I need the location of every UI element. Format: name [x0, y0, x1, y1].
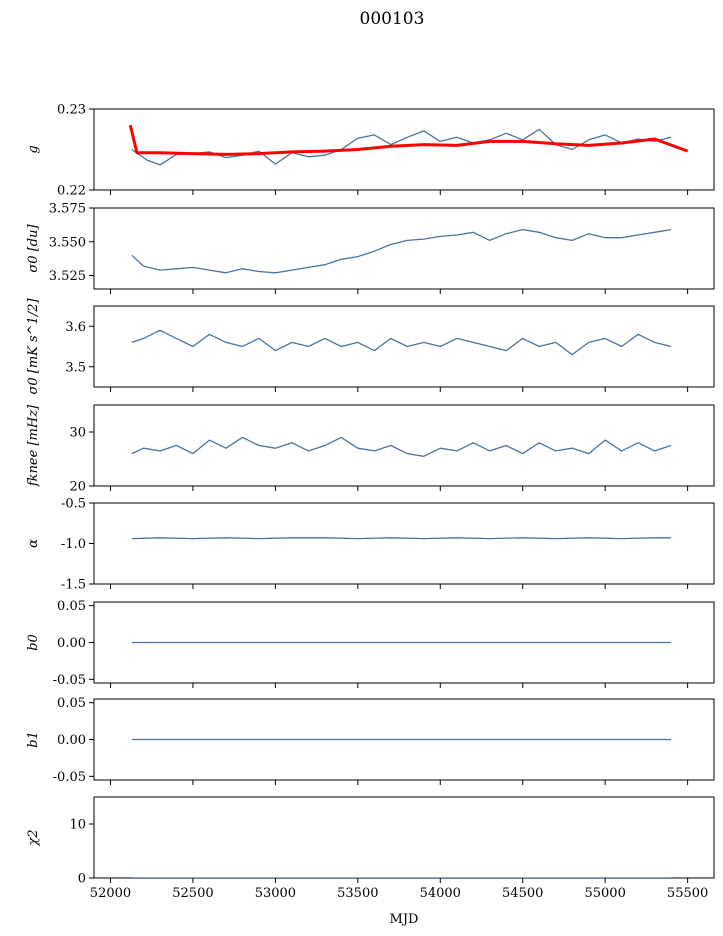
y-tick-label: 0.05	[57, 696, 86, 711]
y-tick-label: -0.05	[53, 770, 86, 785]
series-line	[131, 228, 672, 274]
x-tick-label: 55000	[584, 886, 625, 901]
series-line	[131, 436, 672, 457]
plot-frame	[93, 796, 715, 879]
x-tick-label: 53500	[337, 886, 378, 901]
panel-b1: -0.05 0.00 0.05 b1	[26, 696, 715, 785]
y-axis-label: g	[26, 145, 41, 153]
y-tick-label: 3.5	[65, 360, 86, 375]
x-tick-label: 54000	[420, 886, 461, 901]
y-axis-label: α	[26, 539, 41, 548]
y-tick-label: 3.525	[49, 269, 86, 284]
y-tick-label: 3.6	[65, 320, 86, 335]
y-tick-label: -0.05	[53, 673, 86, 688]
y-tick-label: -0.5	[61, 497, 86, 512]
y-tick-label: 10	[69, 818, 86, 833]
panel-sigma0-mks: 3.5 3.6 σ0 [mK s^1/2]	[26, 298, 715, 395]
series-line	[131, 329, 672, 356]
panel-alpha: -1.5 -1.0 -0.5 α	[26, 497, 715, 593]
figure-title: 000103	[360, 9, 425, 29]
y-axis-label: fknee [mHz]	[26, 404, 41, 487]
plot-frame	[93, 207, 715, 290]
overlay-series-line	[128, 124, 689, 156]
panel-sigma0-du: 3.525 3.550 3.575 σ0 [du]	[26, 202, 715, 294]
plot-frame	[93, 404, 715, 487]
y-tick-label: 30	[69, 426, 86, 441]
x-tick-label: 55500	[667, 886, 708, 901]
plot-frame	[93, 502, 715, 585]
y-tick-label: -1.5	[61, 578, 86, 593]
y-tick-label: 0.22	[57, 184, 86, 199]
y-tick-label: 0	[78, 872, 86, 887]
y-axis-label: σ0 [du]	[26, 224, 41, 273]
y-axis-label: χ2	[26, 829, 41, 846]
panel-fknee: 20 30 fknee [mHz]	[26, 404, 715, 495]
y-tick-label: 0.23	[57, 103, 86, 118]
y-axis-label: b0	[26, 634, 41, 651]
panel-chi2: 0 10 52000 52500 53000 53500 54000 54500 55000 55…	[26, 796, 715, 901]
x-tick-label: 53000	[255, 886, 296, 901]
x-tick-label: 52000	[90, 886, 131, 901]
y-tick-label: 0.00	[57, 733, 86, 748]
y-tick-label: 3.575	[49, 202, 86, 217]
plot-frame	[93, 305, 715, 388]
panel-b0: -0.05 0.00 0.05 b0	[26, 599, 715, 688]
y-tick-label: 20	[69, 480, 86, 495]
series-line	[131, 537, 672, 540]
plot-frame	[93, 108, 715, 191]
panel-g: 0.22 0.23 g	[26, 103, 715, 199]
y-axis-label: σ0 [mK s^1/2]	[26, 298, 41, 395]
x-tick-label: 54500	[502, 886, 543, 901]
y-tick-label: 0.00	[57, 636, 86, 651]
y-tick-label: 3.550	[49, 235, 86, 250]
y-axis-label: b1	[26, 731, 41, 748]
x-axis-label: MJD	[390, 912, 419, 927]
y-tick-label: 0.05	[57, 599, 86, 614]
x-tick-label: 52500	[172, 886, 213, 901]
y-tick-label: -1.0	[61, 537, 86, 552]
